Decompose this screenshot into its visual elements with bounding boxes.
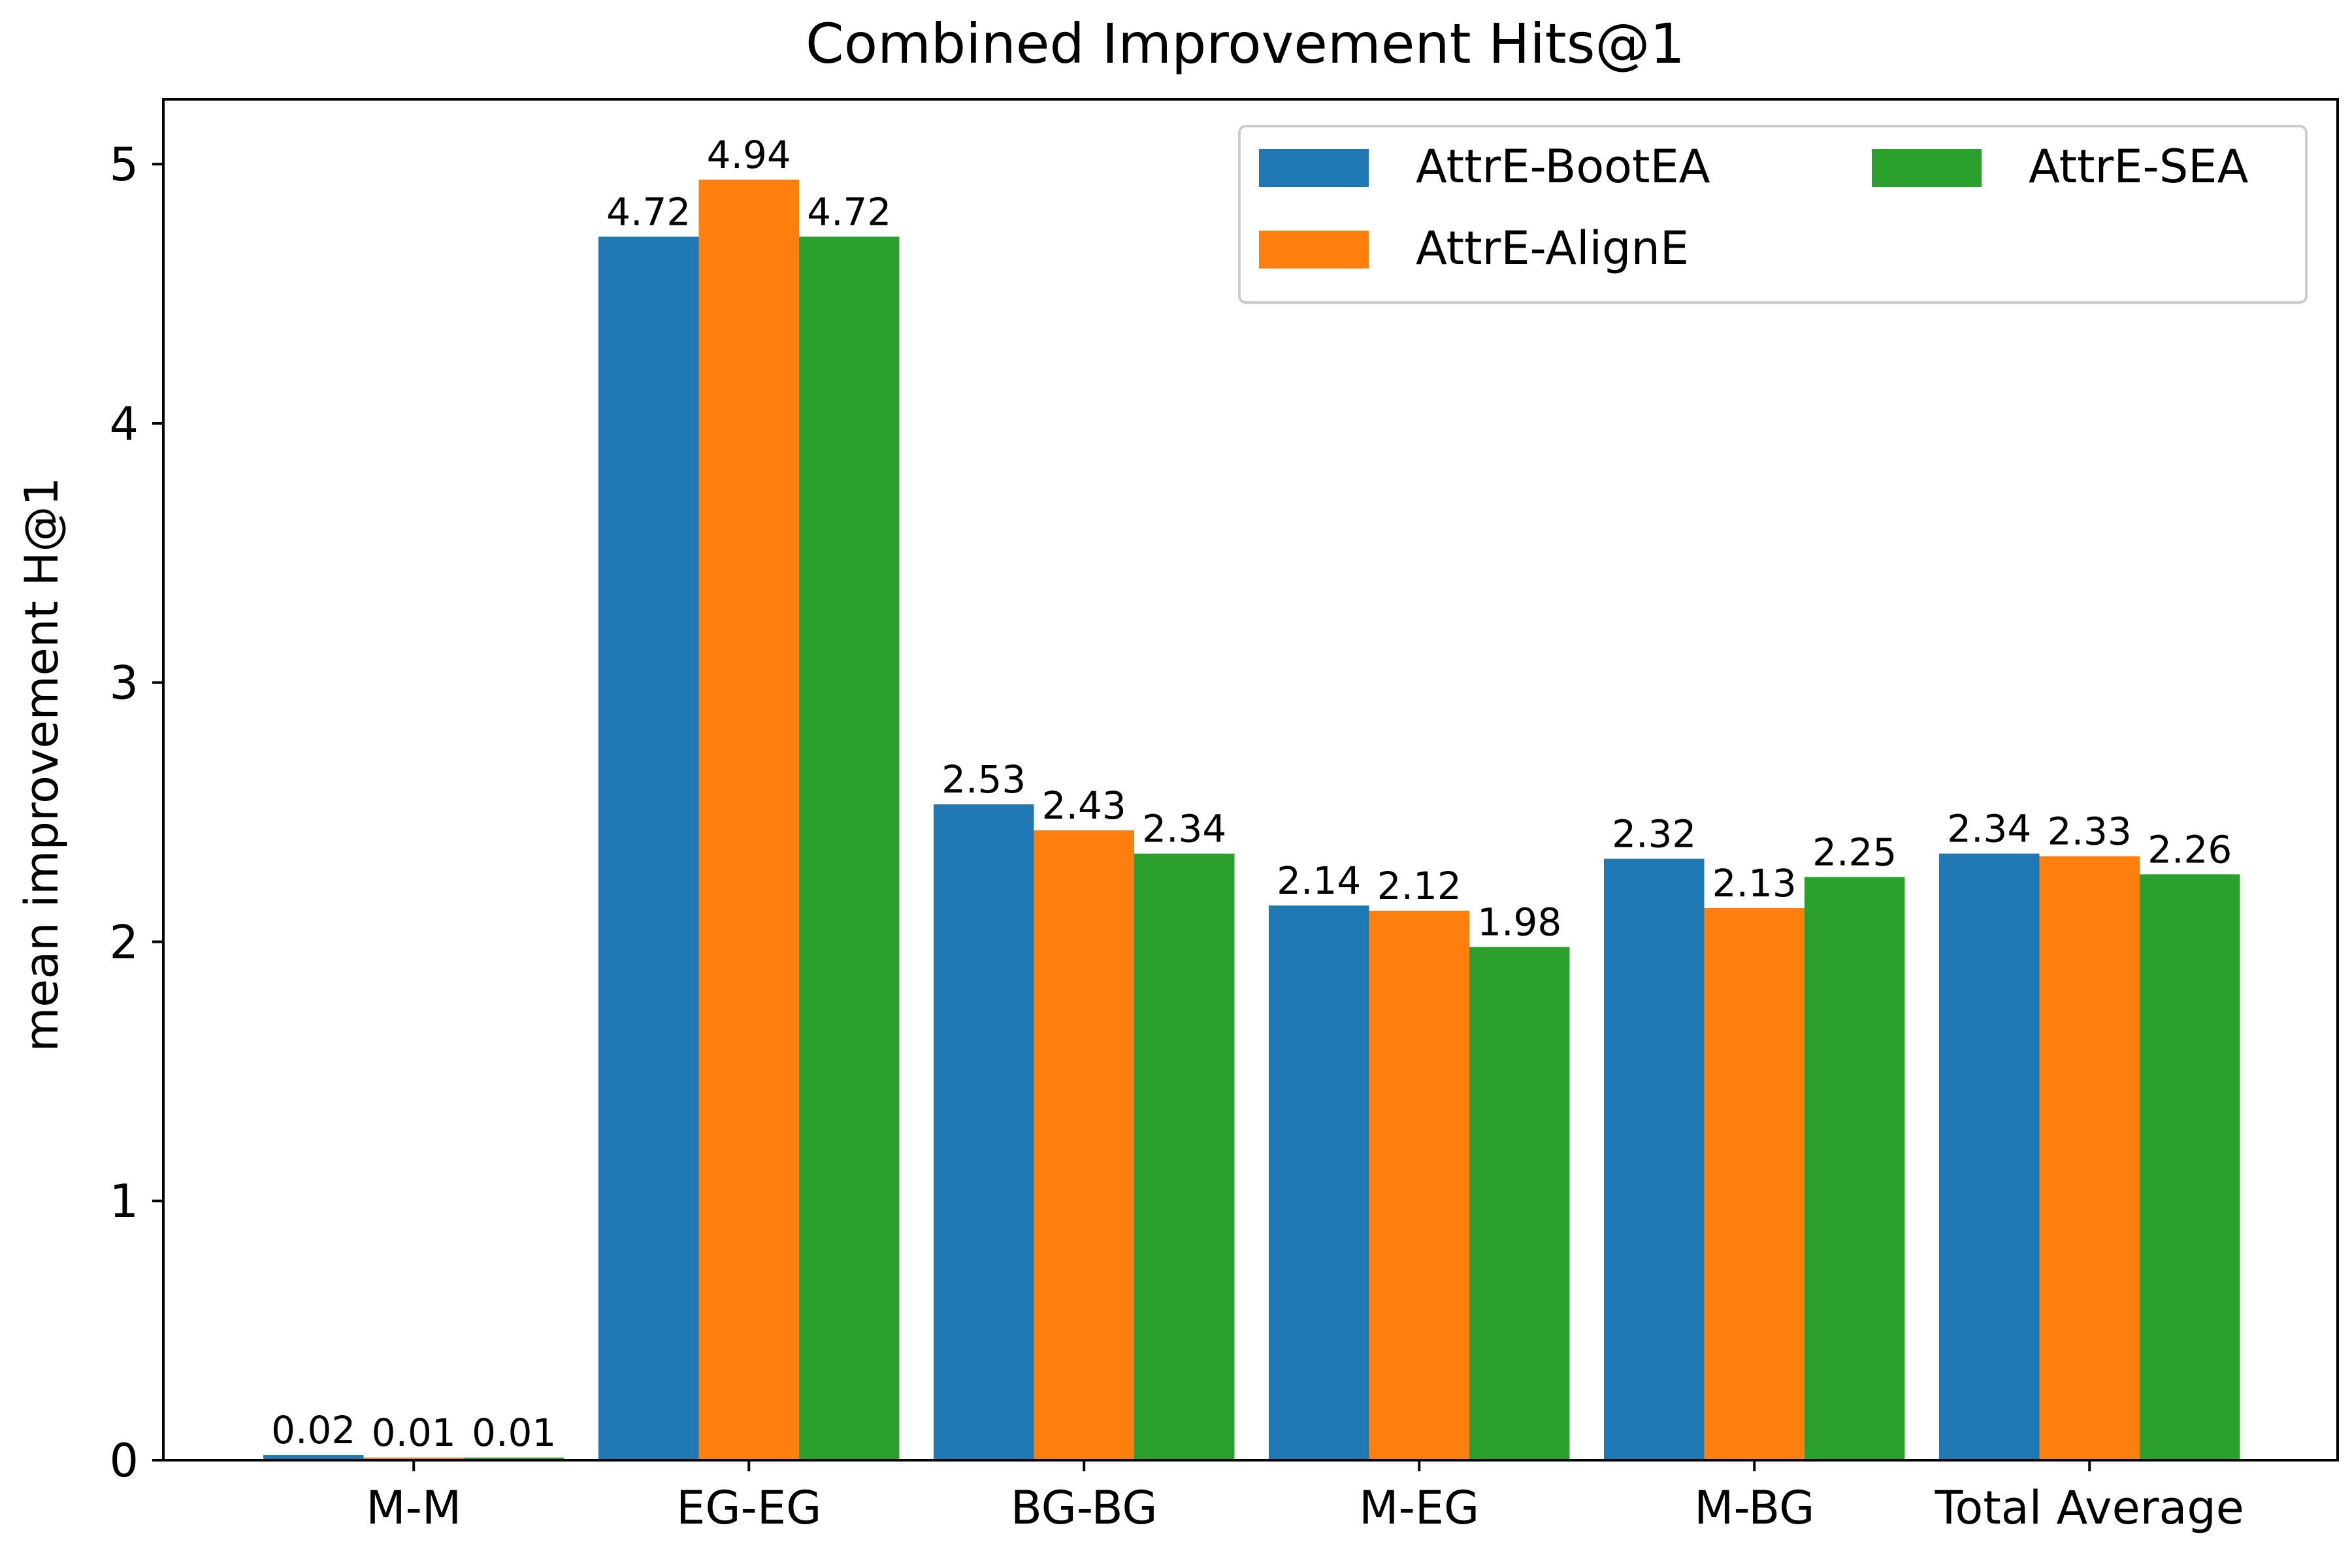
data-label: 0.01 [372, 1411, 456, 1455]
data-label: 2.12 [1377, 864, 1462, 908]
legend: AttrE-BootEA AttrE-AlignE AttrE-SEA [1238, 125, 2308, 304]
legend-box [1238, 125, 2308, 304]
bar [799, 237, 900, 1460]
data-label: 1.98 [1477, 900, 1561, 944]
data-label: 0.02 [271, 1408, 355, 1452]
legend-label: AttrE-SEA [2029, 140, 2248, 193]
y-tick-label: 3 [109, 657, 139, 710]
bar [1034, 830, 1134, 1460]
y-tick-label: 2 [109, 915, 139, 969]
data-label: 2.33 [2048, 809, 2132, 854]
chart-title: Combined Improvement Hits@1 [806, 12, 1685, 76]
legend-label: AttrE-AlignE [1416, 221, 1689, 275]
bar [2140, 874, 2240, 1460]
data-label: 4.94 [707, 133, 791, 177]
bar [263, 1455, 364, 1460]
x-tick-label: M-BG [1694, 1481, 1814, 1535]
data-label: 2.13 [1712, 861, 1797, 906]
bar [1469, 947, 1570, 1460]
data-label: 2.34 [1947, 807, 2031, 851]
data-label: 2.53 [941, 757, 1026, 802]
data-label: 2.34 [1142, 807, 1226, 851]
axes-layer: 0 1 2 3 4 5 M-M EG-EG BG-BG M-EG M-BG Total Average [109, 98, 2339, 1535]
y-tick-label: 1 [109, 1175, 139, 1228]
x-tick-label: M-EG [1359, 1481, 1479, 1535]
data-label: 2.43 [1042, 783, 1126, 828]
data-label: 4.72 [807, 189, 891, 234]
y-axis-label: mean improvement H@1 [15, 477, 69, 1052]
legend-swatch [1259, 149, 1369, 187]
legend-swatch [1872, 149, 1982, 187]
y-tick-label: 4 [109, 397, 139, 451]
x-tick-label: Total Average [1935, 1481, 2244, 1535]
bar [1704, 907, 1805, 1460]
bar [698, 179, 799, 1460]
y-tick-label: 0 [109, 1434, 139, 1488]
bar [1269, 905, 1369, 1460]
data-label: 4.72 [606, 189, 691, 234]
legend-label: AttrE-BootEA [1416, 140, 1710, 193]
bar [1805, 877, 1905, 1460]
bar [1604, 858, 1705, 1460]
data-labels-layer: 0.02 4.72 2.53 2.14 2.32 2.34 0.01 4.94 2.43 2.12… [271, 133, 2232, 1455]
bar [598, 237, 699, 1460]
x-tick-label: BG-BG [1011, 1481, 1158, 1535]
x-tick-label: EG-EG [676, 1481, 821, 1535]
x-tick-label: M-M [366, 1481, 461, 1535]
bar [1369, 910, 1469, 1460]
data-label: 0.01 [472, 1411, 556, 1455]
bar [1939, 853, 2040, 1460]
plot-frame [162, 98, 2339, 1462]
y-tick-label: 5 [109, 138, 139, 191]
legend-swatch [1259, 231, 1369, 269]
data-label: 2.14 [1277, 858, 1361, 903]
data-label: 2.25 [1812, 830, 1897, 874]
bars-layer [263, 179, 2240, 1460]
bar [1134, 853, 1235, 1460]
data-label: 2.26 [2148, 827, 2232, 872]
bar [2039, 856, 2140, 1460]
data-label: 2.32 [1612, 812, 1696, 857]
bar [934, 804, 1034, 1460]
